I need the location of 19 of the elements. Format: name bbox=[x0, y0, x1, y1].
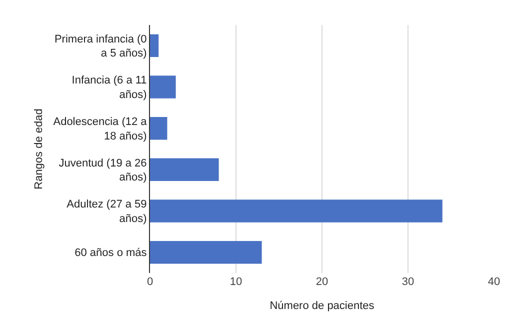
y-axis-title: Rangos de edad bbox=[32, 108, 45, 190]
bar bbox=[150, 240, 262, 264]
x-axis-title: Número de pacientes bbox=[270, 300, 375, 312]
bar bbox=[150, 116, 168, 140]
bar bbox=[150, 158, 219, 182]
bar bbox=[150, 34, 159, 58]
x-tick-label: 30 bbox=[402, 276, 414, 288]
bar bbox=[150, 76, 176, 98]
x-tick-label: 0 bbox=[146, 276, 154, 288]
y-tick-label: Infancia (6 a 11 años) bbox=[72, 74, 147, 101]
y-tick-label: Adultez (27 a 59 años) bbox=[66, 198, 147, 225]
y-tick-label: Primera infancia (0 a 5 años) bbox=[54, 33, 147, 60]
y-tick-label: Juventud (19 a 26 años) bbox=[58, 157, 147, 184]
x-tick-label: 20 bbox=[316, 276, 328, 288]
y-tick-label: Adolescencia (12 a 18 años) bbox=[53, 116, 148, 142]
x-tick-label: 10 bbox=[230, 276, 242, 288]
x-tick-label: 40 bbox=[488, 276, 500, 288]
bar bbox=[150, 200, 442, 222]
y-tick-label: 60 años o más bbox=[74, 247, 148, 260]
